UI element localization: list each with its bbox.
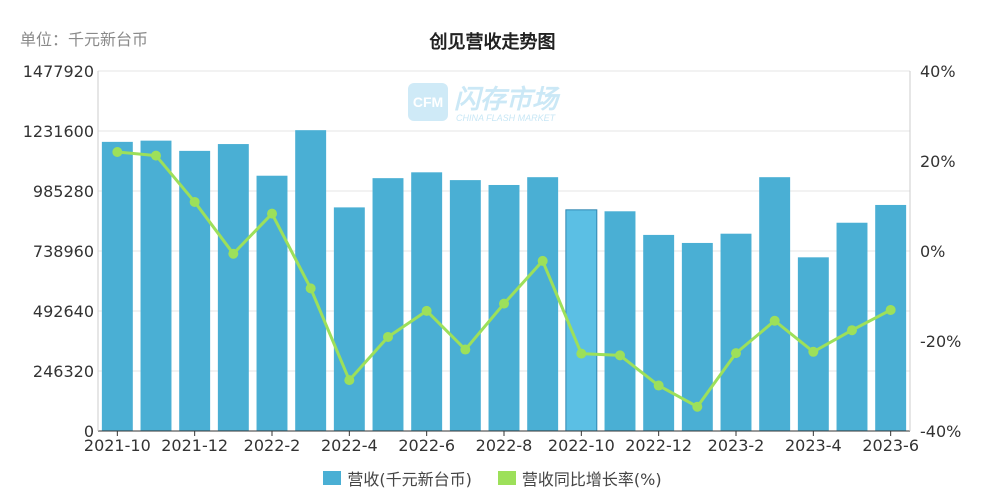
- legend-item-revenue[interactable]: 营收(千元新台币): [323, 466, 472, 490]
- x-tick-label: 2023-2: [708, 436, 765, 455]
- growth-point: [576, 348, 587, 359]
- legend-swatch-growth: [497, 471, 516, 485]
- x-tick-label: 2023-6: [862, 436, 919, 455]
- growth-point: [383, 331, 393, 342]
- watermark-logo-box: [408, 83, 448, 121]
- growth-point: [305, 283, 316, 294]
- x-tick-label: 2023-4: [785, 436, 842, 455]
- y-right-tick-label: 20%: [920, 152, 956, 171]
- bar: [140, 140, 172, 431]
- bar: [643, 234, 675, 431]
- y-left-tick-label: 246320: [33, 362, 94, 381]
- growth-point: [189, 196, 200, 207]
- bar: [411, 172, 443, 431]
- x-tick-label: 2022-12: [625, 436, 692, 455]
- growth-point: [769, 315, 780, 326]
- growth-point: [731, 348, 741, 359]
- growth-point: [112, 147, 123, 157]
- axes: 0 246320 492640 738960 985280 1231600 1477920 -…: [23, 62, 962, 455]
- x-tick-label: 2021-12: [161, 436, 228, 455]
- growth-point: [499, 298, 509, 309]
- growth-point: [267, 208, 277, 219]
- x-tick-label: 2022-2: [244, 436, 301, 455]
- growth-point: [653, 380, 664, 391]
- y-right-tick-label: 0%: [920, 242, 945, 261]
- bar: [875, 204, 907, 431]
- bar: [101, 141, 133, 431]
- chart-title: 创见营收走势图: [429, 32, 556, 53]
- line-series: [112, 147, 896, 412]
- bar: [449, 180, 481, 431]
- y-left-tick-label: 1231600: [23, 122, 94, 141]
- growth-point: [421, 305, 432, 316]
- x-tick-label: 2022-6: [398, 436, 455, 455]
- x-tick-label: 2022-10: [548, 436, 615, 455]
- bar: [372, 178, 404, 431]
- bar: [217, 144, 249, 431]
- bar: [720, 233, 752, 431]
- watermark-brand: 闪存市场: [454, 85, 561, 115]
- growth-point: [537, 255, 548, 266]
- watermark-logo-text: CFM: [413, 94, 443, 110]
- y-right-tick-label: -20%: [920, 332, 961, 351]
- bar: [333, 207, 365, 431]
- growth-point: [460, 344, 471, 355]
- x-tick-label: 2022-4: [321, 436, 378, 455]
- growth-point: [885, 304, 896, 315]
- growth-point: [344, 375, 355, 386]
- unit-label: 单位：千元新台币: [20, 30, 149, 49]
- y-right-tick-label: -40%: [920, 422, 961, 441]
- bar-series: [101, 130, 907, 432]
- y-left-tick-label: 1477920: [23, 62, 94, 81]
- watermark: CFM 闪存市场 CHINA FLASH MARKET: [408, 83, 561, 123]
- legend-label-growth: 营收同比增长率(%): [521, 470, 662, 489]
- growth-point: [228, 248, 239, 259]
- bar: [527, 177, 559, 431]
- legend-label-revenue: 营收(千元新台币): [347, 470, 472, 489]
- legend: 营收(千元新台币) 营收同比增长率(%): [0, 466, 985, 490]
- growth-point: [151, 150, 161, 161]
- watermark-sub: CHINA FLASH MARKET: [456, 113, 557, 123]
- growth-point: [692, 401, 703, 412]
- growth-point: [847, 325, 857, 336]
- x-tick-label: 2022-8: [476, 436, 533, 455]
- growth-point: [615, 350, 625, 361]
- y-left-tick-label: 492640: [33, 302, 94, 321]
- bar: [604, 211, 636, 431]
- y-left-tick-label: 985280: [33, 182, 94, 201]
- bar: [565, 209, 598, 432]
- bar: [759, 177, 791, 431]
- bar: [295, 130, 327, 431]
- x-tick-label: 2021-10: [84, 436, 151, 455]
- growth-point: [808, 346, 819, 357]
- legend-item-growth[interactable]: 营收同比增长率(%): [497, 466, 662, 490]
- y-right-tick-label: 40%: [920, 62, 956, 81]
- legend-swatch-revenue: [323, 471, 342, 485]
- y-left-tick-label: 0: [84, 422, 94, 441]
- y-left-tick-label: 738960: [33, 242, 94, 261]
- bar: [179, 150, 211, 431]
